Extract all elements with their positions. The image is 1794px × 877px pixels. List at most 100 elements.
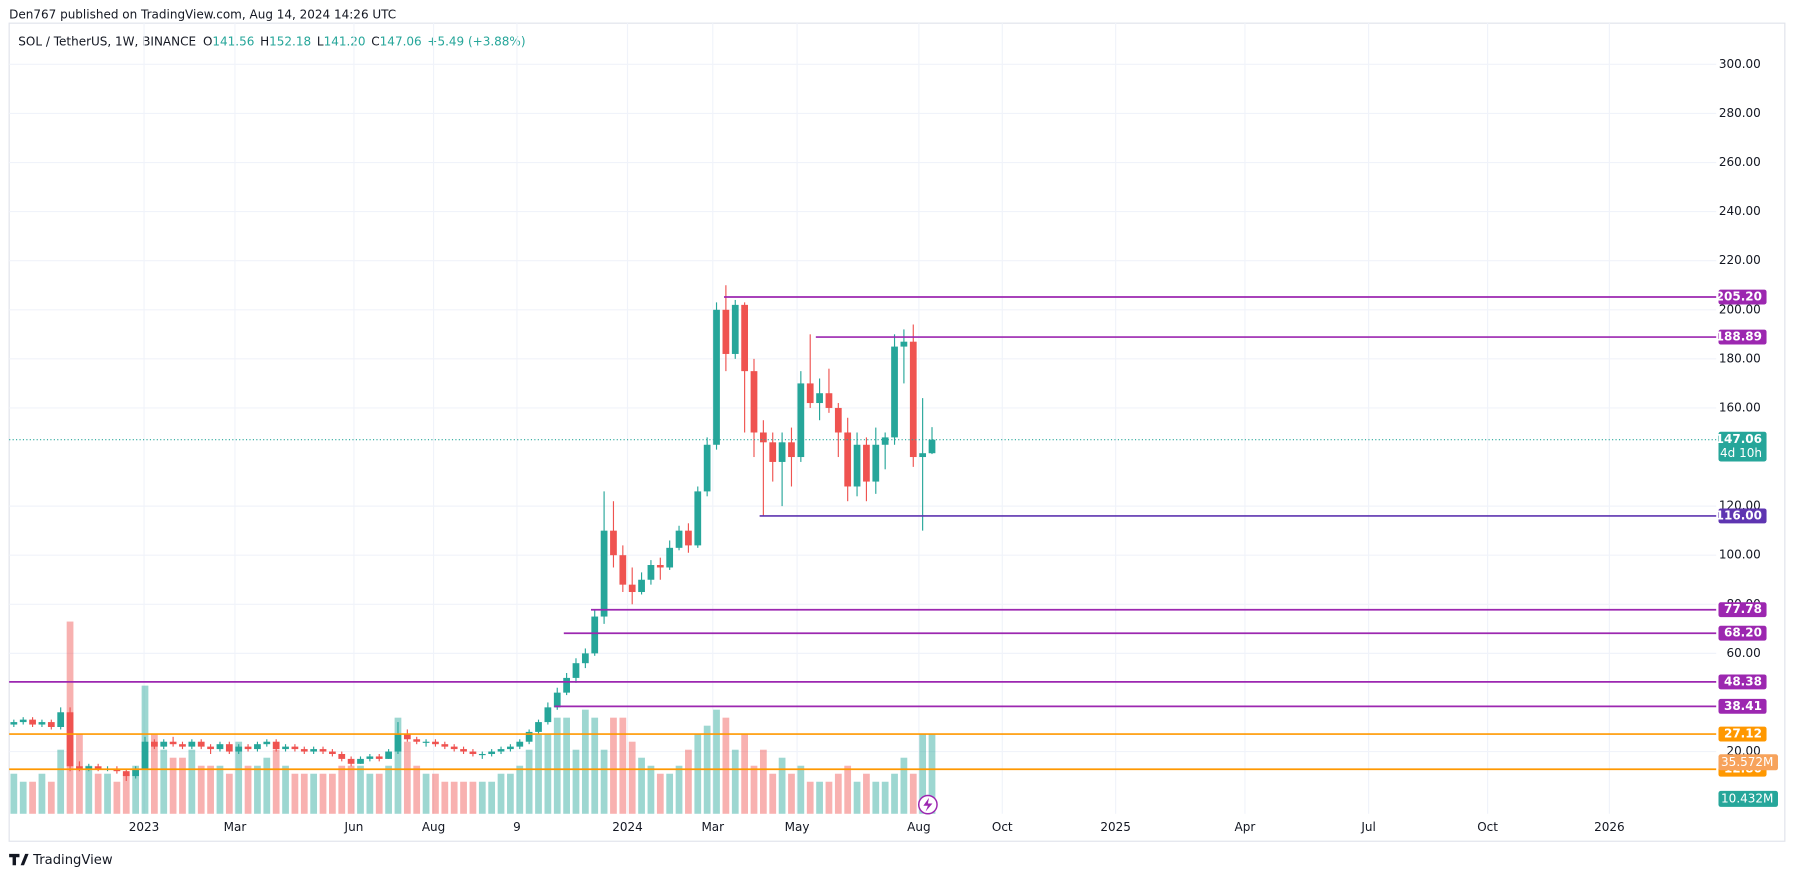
candle-body bbox=[375, 756, 383, 759]
candle-body bbox=[797, 383, 805, 458]
volume-bar bbox=[928, 733, 936, 814]
level-badge bbox=[1718, 602, 1767, 618]
candle-body bbox=[19, 719, 27, 723]
volume-bar bbox=[300, 773, 308, 814]
candle-body bbox=[413, 739, 421, 742]
volume-bar bbox=[160, 749, 168, 814]
symbol: SOL / TetherUS, 1W, BINANCE bbox=[18, 34, 196, 48]
candle-body bbox=[207, 746, 214, 750]
volume-bar bbox=[235, 741, 243, 814]
candle-body bbox=[572, 663, 580, 678]
candle-body bbox=[900, 341, 908, 347]
candle-body bbox=[591, 616, 599, 654]
candle-body bbox=[600, 530, 608, 617]
volume-bar bbox=[216, 765, 224, 814]
credit: Den767 published on TradingView.com, Aug… bbox=[9, 8, 396, 22]
candle-body bbox=[825, 393, 833, 408]
volume-bar bbox=[197, 765, 205, 814]
change: +5.49 (+3.88%) bbox=[427, 34, 525, 48]
volume-bar bbox=[591, 717, 599, 814]
y-tick-label: 220.00 bbox=[1719, 253, 1761, 267]
brand-logo bbox=[9, 853, 29, 866]
x-tick-label: Oct bbox=[992, 820, 1013, 834]
volume-bar bbox=[544, 733, 552, 814]
candle-body bbox=[638, 579, 645, 593]
volume-bar bbox=[57, 749, 65, 814]
brand: TradingView bbox=[32, 853, 113, 868]
volume-badge bbox=[1718, 754, 1778, 771]
plot bbox=[9, 285, 1717, 781]
volume-bar bbox=[357, 765, 364, 814]
candle-body bbox=[675, 530, 683, 548]
candle-body bbox=[197, 741, 205, 747]
y-tick-label: 60.00 bbox=[1726, 646, 1760, 660]
candle-body bbox=[694, 491, 702, 546]
volume-bar bbox=[750, 765, 758, 814]
x-tick-label: 2023 bbox=[129, 820, 160, 834]
level-label: 48.38 bbox=[1724, 674, 1762, 688]
candle-body bbox=[225, 744, 233, 752]
candle-body bbox=[282, 746, 289, 750]
level-badge bbox=[1718, 674, 1767, 690]
y-tick-label: 260.00 bbox=[1719, 155, 1761, 169]
volume-bar bbox=[151, 733, 158, 814]
candle-body bbox=[525, 731, 533, 742]
volume-bar bbox=[553, 717, 561, 814]
volume-bar bbox=[872, 781, 880, 814]
candle-body bbox=[66, 712, 74, 767]
level-badge bbox=[1718, 329, 1767, 345]
volume-bar bbox=[244, 765, 252, 814]
candle-body bbox=[581, 653, 589, 664]
candle-body bbox=[872, 444, 880, 482]
candle-body bbox=[497, 749, 505, 752]
candle-body bbox=[816, 393, 823, 404]
volume-bar bbox=[291, 773, 299, 814]
level-badge bbox=[1718, 726, 1767, 742]
candle-body bbox=[254, 744, 261, 750]
volume-bar bbox=[338, 765, 346, 814]
level-label: 188.89 bbox=[1716, 330, 1762, 344]
candle-body bbox=[272, 741, 280, 750]
volume-bar bbox=[347, 765, 355, 814]
volume-badge-label: 35.572M bbox=[1721, 755, 1773, 769]
last-price-label: 147.06 bbox=[1716, 432, 1762, 446]
volume-bar bbox=[685, 749, 692, 814]
candle-body bbox=[422, 741, 430, 743]
x-tick-label: Jun bbox=[344, 820, 364, 834]
candle-body bbox=[76, 766, 83, 769]
volume-bar bbox=[797, 765, 805, 814]
volume-bar bbox=[47, 781, 55, 814]
volume-bar bbox=[525, 749, 533, 814]
candle-body bbox=[891, 346, 898, 438]
volume-bar bbox=[38, 773, 46, 814]
candle-body bbox=[319, 749, 327, 752]
level-label: 116.00 bbox=[1716, 508, 1762, 522]
volume-bar bbox=[666, 773, 674, 814]
candle-body bbox=[10, 722, 18, 725]
x-tick-label: Oct bbox=[1477, 820, 1498, 834]
candle-body bbox=[731, 304, 739, 354]
candle-body bbox=[235, 746, 243, 752]
volume-bar bbox=[816, 781, 823, 814]
x-tick-label: 2025 bbox=[1100, 820, 1131, 834]
volume-bar bbox=[282, 765, 289, 814]
candle-body bbox=[366, 756, 374, 759]
volume-bar bbox=[834, 773, 842, 814]
candle-body bbox=[647, 565, 655, 580]
volume-bar bbox=[806, 781, 814, 814]
volume-bar bbox=[179, 757, 186, 814]
level-label: 38.41 bbox=[1724, 699, 1762, 713]
legend: SOL / TetherUS, 1W, BINANCE O141.56 H152.1… bbox=[18, 34, 525, 48]
volume-bar bbox=[900, 757, 908, 814]
x-tick-label: May bbox=[785, 820, 810, 834]
level-label: 205.20 bbox=[1716, 290, 1762, 304]
candle-body bbox=[806, 383, 814, 404]
volume-bar bbox=[76, 733, 83, 814]
volume-bar bbox=[478, 781, 486, 814]
candle-body bbox=[441, 744, 449, 747]
volume-bar bbox=[225, 773, 233, 814]
volume-bar bbox=[563, 717, 570, 814]
candle-body bbox=[160, 741, 168, 747]
candle-body bbox=[291, 746, 299, 750]
candle-body bbox=[610, 530, 617, 556]
